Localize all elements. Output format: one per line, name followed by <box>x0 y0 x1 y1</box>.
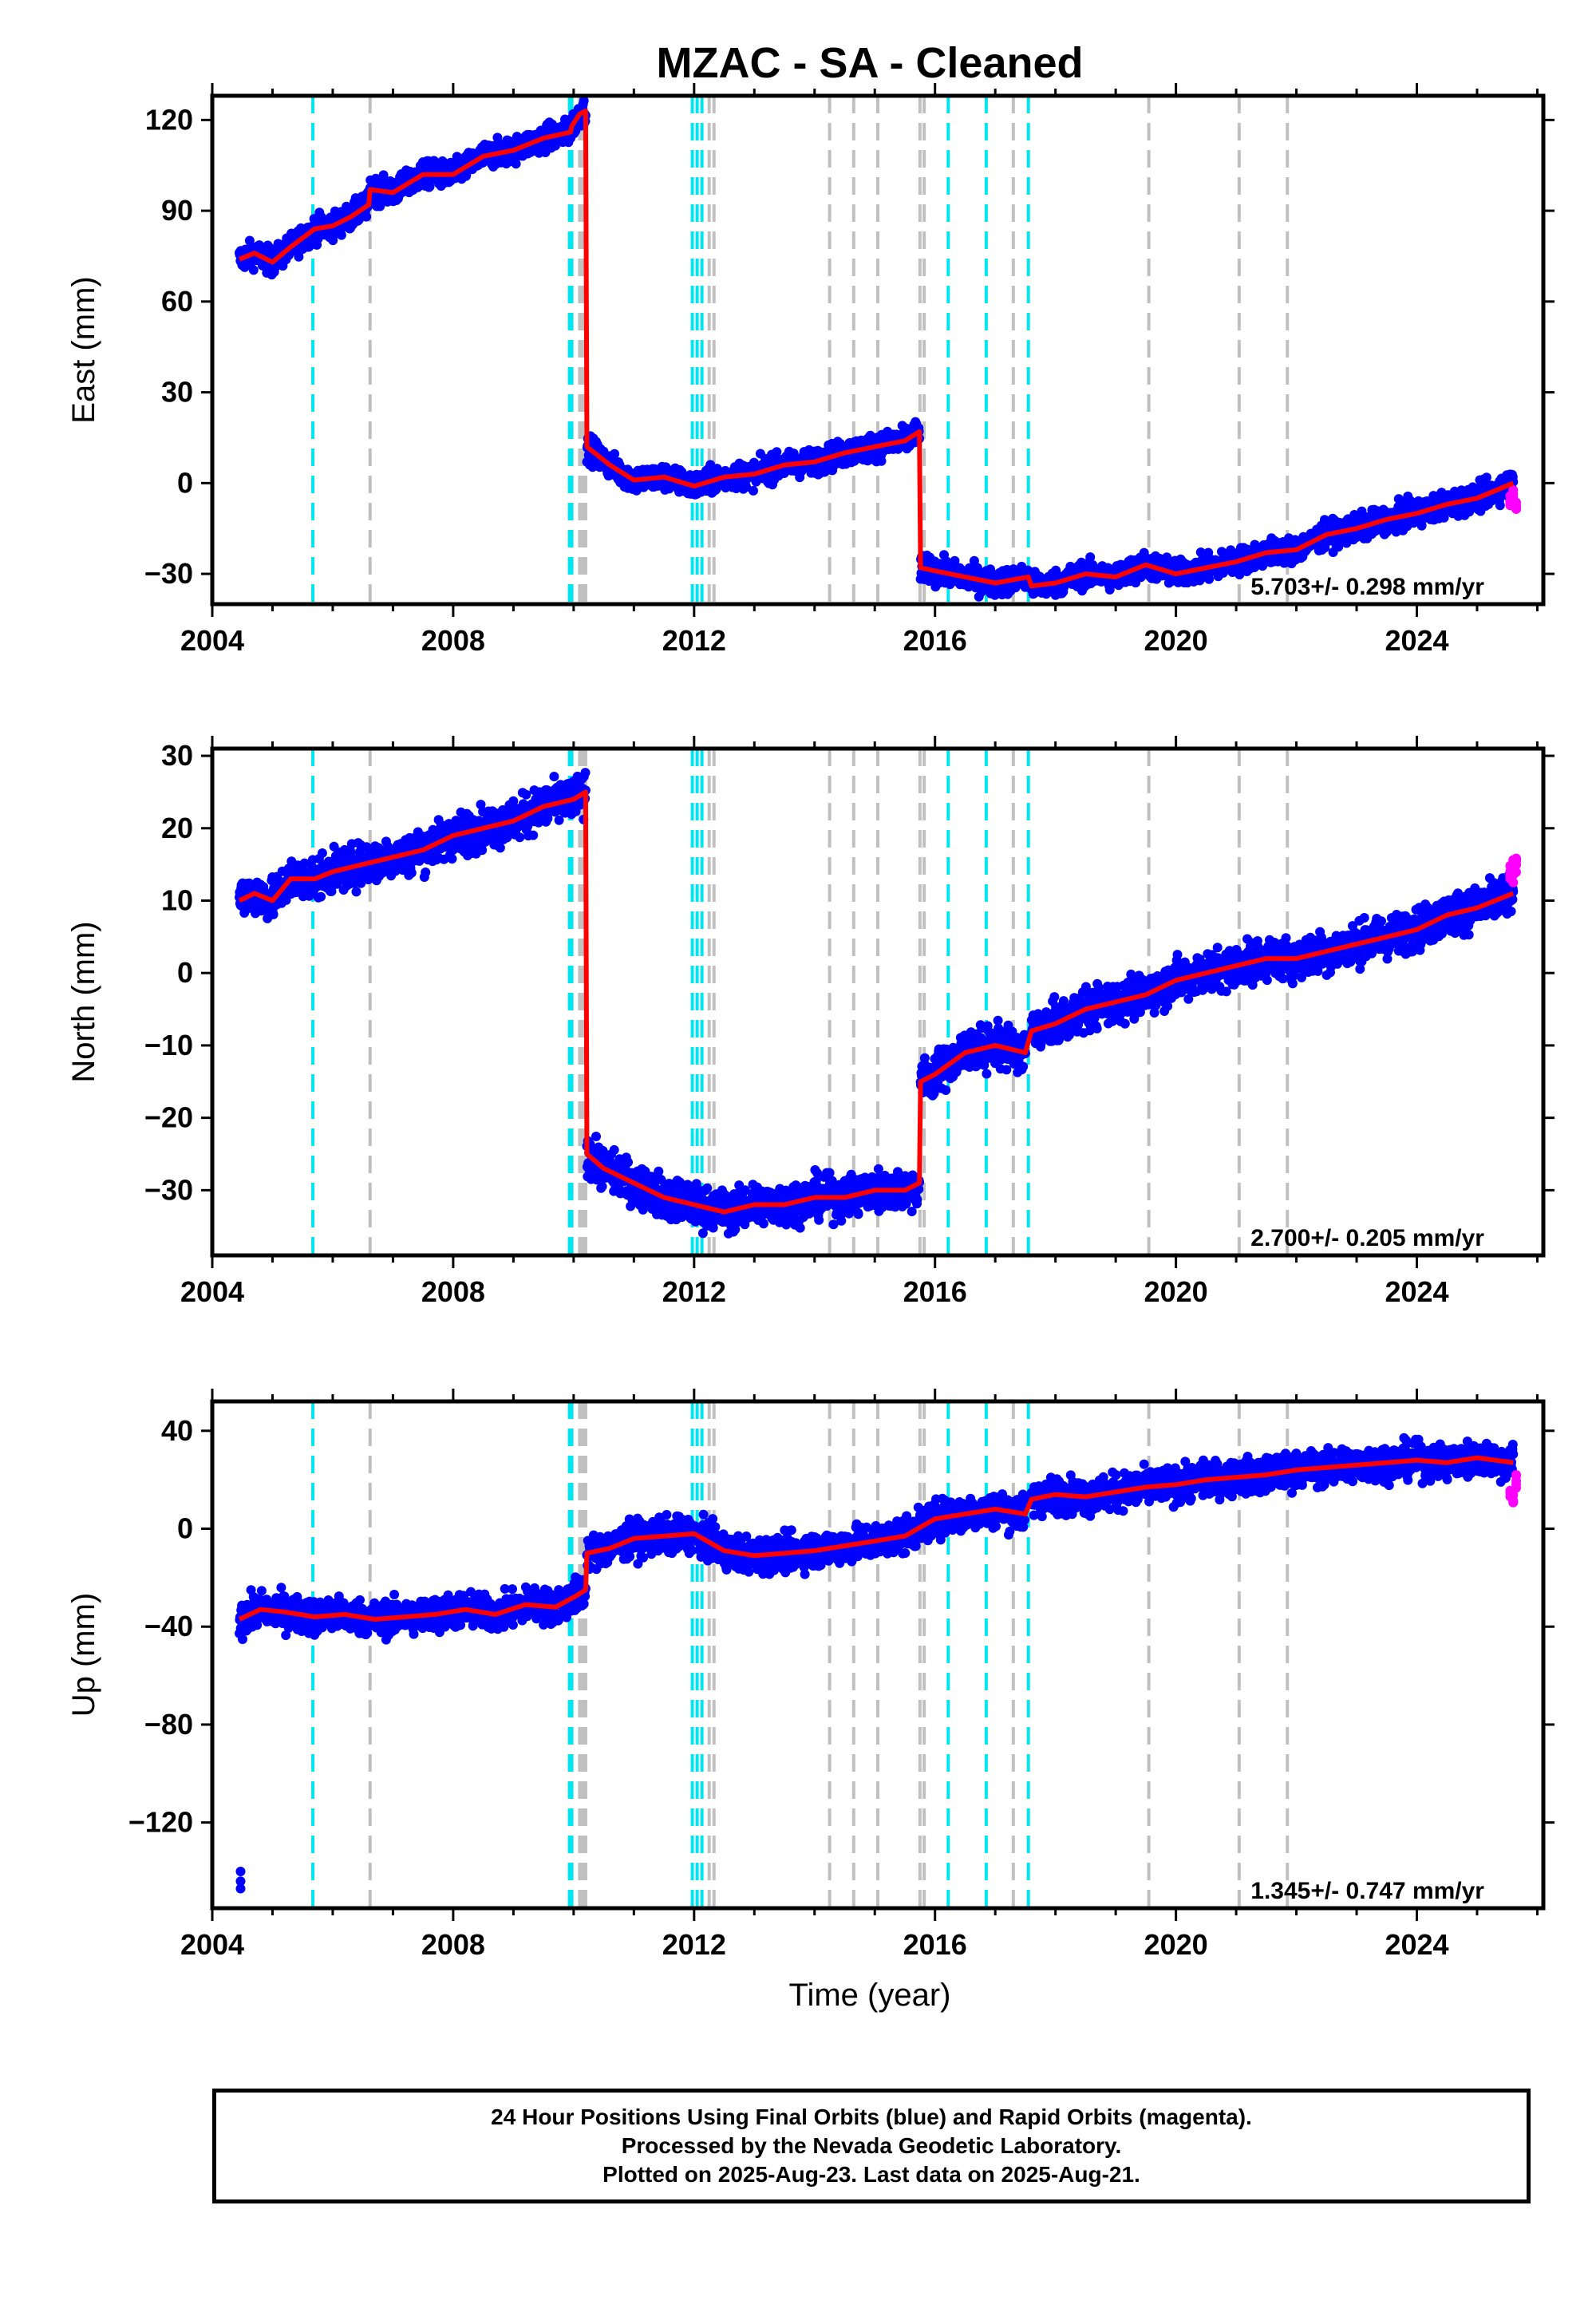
data-point <box>326 886 337 896</box>
data-point <box>1416 520 1427 531</box>
data-point <box>351 887 361 897</box>
data-point <box>268 909 279 919</box>
x-tick-label: 2016 <box>903 624 967 657</box>
data-point <box>476 800 486 810</box>
data-point <box>317 848 327 858</box>
panel-east: 120 90 60 30 0 −30 2004 2008 2012 2016 2020 2024 Eas… <box>66 83 1555 657</box>
data-point <box>511 159 521 169</box>
data-point <box>950 555 960 566</box>
model-line <box>238 109 1515 589</box>
data-point <box>1204 574 1215 584</box>
x-tick-label: 2012 <box>662 624 726 657</box>
data-point <box>421 868 431 877</box>
x-tick-label: 2004 <box>180 624 244 657</box>
data-point <box>597 1181 607 1192</box>
data-point <box>346 848 356 858</box>
data-point <box>294 251 304 262</box>
data-point <box>515 832 525 843</box>
data-point <box>474 816 484 826</box>
data-point <box>1085 552 1096 563</box>
data-point <box>336 230 346 240</box>
y-tick-label: 90 <box>161 194 193 227</box>
data-point <box>361 211 372 222</box>
data-point <box>425 181 435 192</box>
plot-area <box>235 96 1521 604</box>
data-point <box>447 854 457 864</box>
rapid-point <box>1511 504 1521 514</box>
data-point <box>1195 547 1206 557</box>
data-point <box>1333 542 1344 552</box>
data-point <box>1439 512 1449 523</box>
rapid-orbit-points <box>1505 485 1521 514</box>
rate-label: 5.703+/- 0.298 mm/yr <box>1250 574 1484 600</box>
y-tick-label: 120 <box>145 103 193 136</box>
plot-area <box>235 749 1521 1255</box>
data-point <box>1357 506 1367 516</box>
data-point <box>1481 472 1491 483</box>
y-tick-label: 30 <box>161 376 193 409</box>
x-tick-label: 2020 <box>1144 624 1208 657</box>
data-point <box>492 132 503 143</box>
data-point <box>749 485 758 496</box>
data-point <box>248 265 259 275</box>
y-tick-label: −30 <box>144 557 193 590</box>
data-point <box>580 768 591 778</box>
data-point <box>521 789 531 800</box>
data-point <box>591 1132 601 1141</box>
y-tick-label: 0 <box>177 466 193 499</box>
data-point <box>1382 527 1393 537</box>
data-point <box>1495 500 1505 511</box>
y-axis-label: East (mm) <box>66 276 101 423</box>
x-tick-label: 2024 <box>1385 624 1448 657</box>
panels-group: 120 90 60 30 0 −30 2004 2008 2012 2016 2020 2024 Eas… <box>66 83 1555 1961</box>
chart-title: MZAC - SA - Cleaned <box>656 39 1083 87</box>
data-point <box>623 1157 633 1168</box>
data-point <box>772 447 782 457</box>
data-point <box>316 891 326 902</box>
data-point <box>549 772 559 781</box>
x-tick-label: 2008 <box>421 624 485 657</box>
data-point <box>876 456 887 466</box>
data-point <box>741 482 752 492</box>
data-point <box>299 858 310 868</box>
data-point <box>378 170 389 180</box>
data-point <box>528 830 539 840</box>
y-tick-label: 60 <box>161 285 193 318</box>
data-point <box>610 449 620 459</box>
data-point <box>609 1144 619 1155</box>
data-point <box>495 843 505 853</box>
panel-frame <box>210 93 1546 607</box>
data-point <box>654 1166 664 1176</box>
rapid-point <box>1508 485 1519 496</box>
data-point <box>406 868 417 878</box>
data-point <box>579 96 589 106</box>
